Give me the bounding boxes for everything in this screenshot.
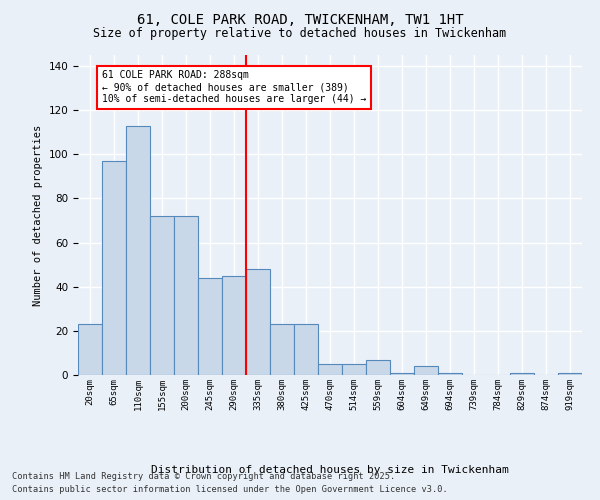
- Bar: [174, 216, 198, 375]
- Bar: [294, 324, 318, 375]
- Text: 61 COLE PARK ROAD: 288sqm
← 90% of detached houses are smaller (389)
10% of semi: 61 COLE PARK ROAD: 288sqm ← 90% of detac…: [102, 70, 367, 104]
- Text: 61, COLE PARK ROAD, TWICKENHAM, TW1 1HT: 61, COLE PARK ROAD, TWICKENHAM, TW1 1HT: [137, 12, 463, 26]
- Bar: [510, 373, 534, 375]
- Bar: [126, 126, 150, 375]
- Text: Size of property relative to detached houses in Twickenham: Size of property relative to detached ho…: [94, 28, 506, 40]
- Bar: [342, 364, 366, 375]
- Bar: [198, 278, 222, 375]
- Bar: [246, 269, 270, 375]
- Bar: [414, 366, 438, 375]
- Bar: [558, 373, 582, 375]
- Bar: [150, 216, 174, 375]
- Bar: [318, 364, 342, 375]
- Text: Contains HM Land Registry data © Crown copyright and database right 2025.: Contains HM Land Registry data © Crown c…: [12, 472, 395, 481]
- Bar: [78, 324, 102, 375]
- Text: Contains public sector information licensed under the Open Government Licence v3: Contains public sector information licen…: [12, 485, 448, 494]
- Bar: [366, 360, 390, 375]
- Bar: [102, 161, 126, 375]
- Bar: [390, 373, 414, 375]
- Bar: [270, 324, 294, 375]
- Bar: [222, 276, 246, 375]
- Y-axis label: Number of detached properties: Number of detached properties: [33, 124, 43, 306]
- Text: Distribution of detached houses by size in Twickenham: Distribution of detached houses by size …: [151, 465, 509, 475]
- Bar: [438, 373, 462, 375]
